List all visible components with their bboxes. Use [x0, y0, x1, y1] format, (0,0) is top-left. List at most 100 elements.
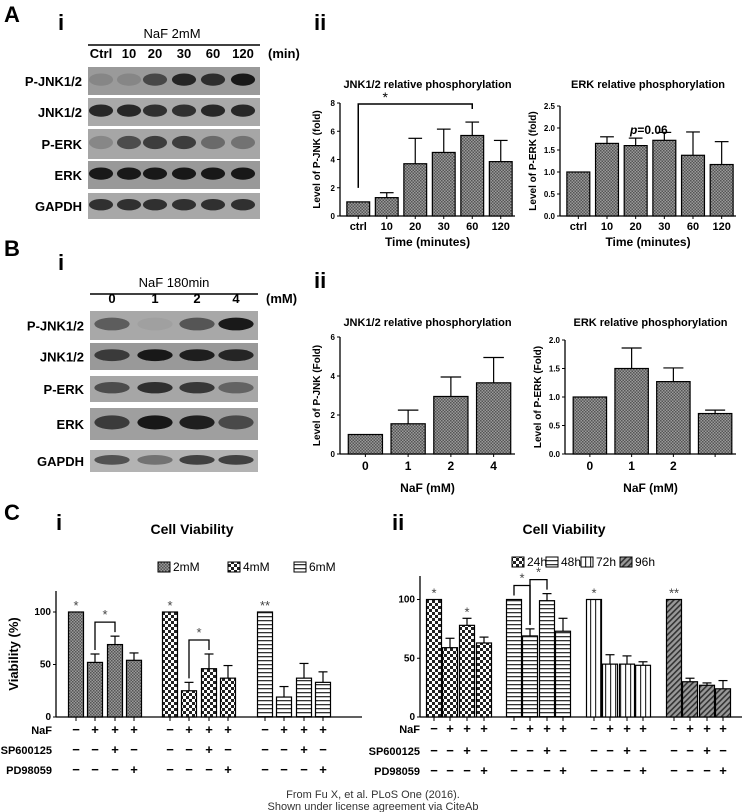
bar	[403, 163, 428, 217]
y-axis-label: Level of P-ERK (Fold)	[533, 346, 544, 448]
treatment-sign: +	[300, 722, 308, 737]
lane-label: 1	[151, 291, 158, 306]
bar-chart: 0 2 4 6 8 Level of P-JNK (fold) JNK1/2 relativ…	[312, 79, 515, 249]
lane-label: Ctrl	[90, 46, 112, 61]
treatment-sign: −	[446, 763, 454, 778]
treatment-sign: −	[639, 743, 647, 758]
blot-band	[179, 317, 215, 331]
blot-row-label: JNK1/2	[40, 350, 84, 365]
panel-label-b: B	[4, 236, 20, 261]
legend-label: 4mM	[243, 560, 270, 574]
blot-band	[137, 317, 173, 331]
significance-star: *	[73, 598, 78, 613]
blot-band	[88, 198, 114, 211]
bar	[505, 598, 523, 718]
bar	[714, 688, 732, 718]
legend-swatch	[580, 556, 594, 568]
blot-row-label: P-JNK1/2	[25, 74, 82, 89]
bar	[618, 663, 636, 718]
y-axis-label: Level of P-JNK (fold)	[312, 110, 323, 208]
treatment-sign: +	[559, 721, 567, 736]
treatment-sign: −	[111, 762, 119, 777]
x-tick-label: 120	[712, 221, 730, 233]
treatment-sign: +	[130, 762, 138, 777]
blot-band	[230, 135, 256, 150]
x-tick-label: 30	[658, 221, 670, 233]
bar	[521, 635, 539, 718]
bar	[566, 171, 591, 217]
significance-star: *	[536, 565, 541, 580]
blot-band	[88, 135, 114, 150]
treatment-sign: −	[185, 742, 193, 757]
x-tick-label: 30	[438, 221, 450, 233]
p-value-annotation: p=0.06	[629, 123, 668, 137]
bar-chart: 0.0 0.5 1.0 1.5 2.0 Level of P-ERK (Fold) ERK …	[533, 317, 736, 495]
blot-band	[171, 135, 197, 150]
bar	[681, 681, 699, 718]
x-tick-label: 60	[687, 221, 699, 233]
treatment-sign: −	[670, 743, 678, 758]
lane-label: 60	[206, 46, 220, 61]
western-blot-a: NaF 2mM Ctrl 10 20 30 60 120 (min) P-JNK1/2 JNK1/…	[25, 26, 300, 219]
p-value-symbol: p	[629, 123, 637, 137]
x-tick-label: 0	[362, 459, 369, 473]
blot-band	[200, 104, 226, 117]
treatment-sign: +	[111, 722, 119, 737]
bar	[697, 412, 733, 455]
y-tick-label: 1.0	[544, 168, 556, 177]
lane-label: 20	[148, 46, 162, 61]
y-axis-label: Level of P-JNK (Fold)	[312, 345, 323, 446]
bar	[594, 142, 620, 217]
panel-label-a: A	[4, 2, 20, 27]
legend-label: 96h	[635, 555, 655, 569]
blot-band	[116, 104, 142, 117]
treatment-sign: −	[606, 763, 614, 778]
grouped-bar-chart: 0 50 100 Viability (%) Cell Viability 2mM 4mM 6…	[1, 521, 362, 777]
y-axis-label: Level of P-ERK (fold)	[528, 111, 539, 210]
lane-label: 30	[177, 46, 191, 61]
bar	[200, 668, 218, 718]
blot-band	[88, 73, 114, 86]
blot-header: NaF 2mM	[143, 26, 200, 41]
significance-star: **	[669, 586, 679, 601]
blot-band	[88, 104, 114, 117]
blot-band	[179, 381, 215, 394]
bar	[698, 684, 716, 718]
treatment-sign: −	[166, 762, 174, 777]
treatment-sign: +	[703, 721, 711, 736]
bar	[431, 151, 456, 217]
treatment-sign: −	[280, 742, 288, 757]
bar-chart: 0.0 0.5 1.0 1.5 2.0 2.5 Level of P-ERK (fold) E…	[528, 79, 736, 249]
blot-band	[116, 198, 142, 211]
treatment-sign: −	[430, 721, 438, 736]
subpanel-label-a-i: i	[58, 10, 64, 35]
chart-title: JNK1/2 relative phosphorylation	[343, 79, 511, 91]
bar	[390, 423, 426, 455]
treatment-sign: −	[261, 762, 269, 777]
bar	[572, 396, 608, 455]
significance-bracket	[529, 578, 548, 625]
treatment-sign: −	[686, 743, 694, 758]
treatment-sign: +	[130, 722, 138, 737]
blot-band	[218, 317, 254, 331]
significance-star: *	[591, 586, 596, 601]
blot-band	[116, 135, 142, 150]
bar	[623, 145, 648, 217]
treatment-sign: +	[703, 743, 711, 758]
bar	[125, 659, 143, 718]
bar	[256, 611, 274, 718]
blot-row-label: GAPDH	[37, 454, 84, 469]
treatment-sign: −	[590, 763, 598, 778]
lane-label: 120	[232, 46, 254, 61]
significance-star: *	[431, 586, 436, 601]
chart-title: Cell Viability	[523, 521, 606, 537]
y-tick-label: 100	[34, 607, 51, 618]
treatment-sign: −	[526, 743, 534, 758]
legend-label: 24h	[527, 555, 547, 569]
treatment-sign: −	[185, 762, 193, 777]
y-tick-label: 1.0	[549, 393, 561, 402]
treatment-sign: +	[686, 721, 694, 736]
treatment-sign: +	[623, 743, 631, 758]
western-blot-b: NaF 180min 0 1 2 4 (mM) P-JNK1/2 JNK1/2 P-ERK ERK…	[27, 275, 297, 472]
